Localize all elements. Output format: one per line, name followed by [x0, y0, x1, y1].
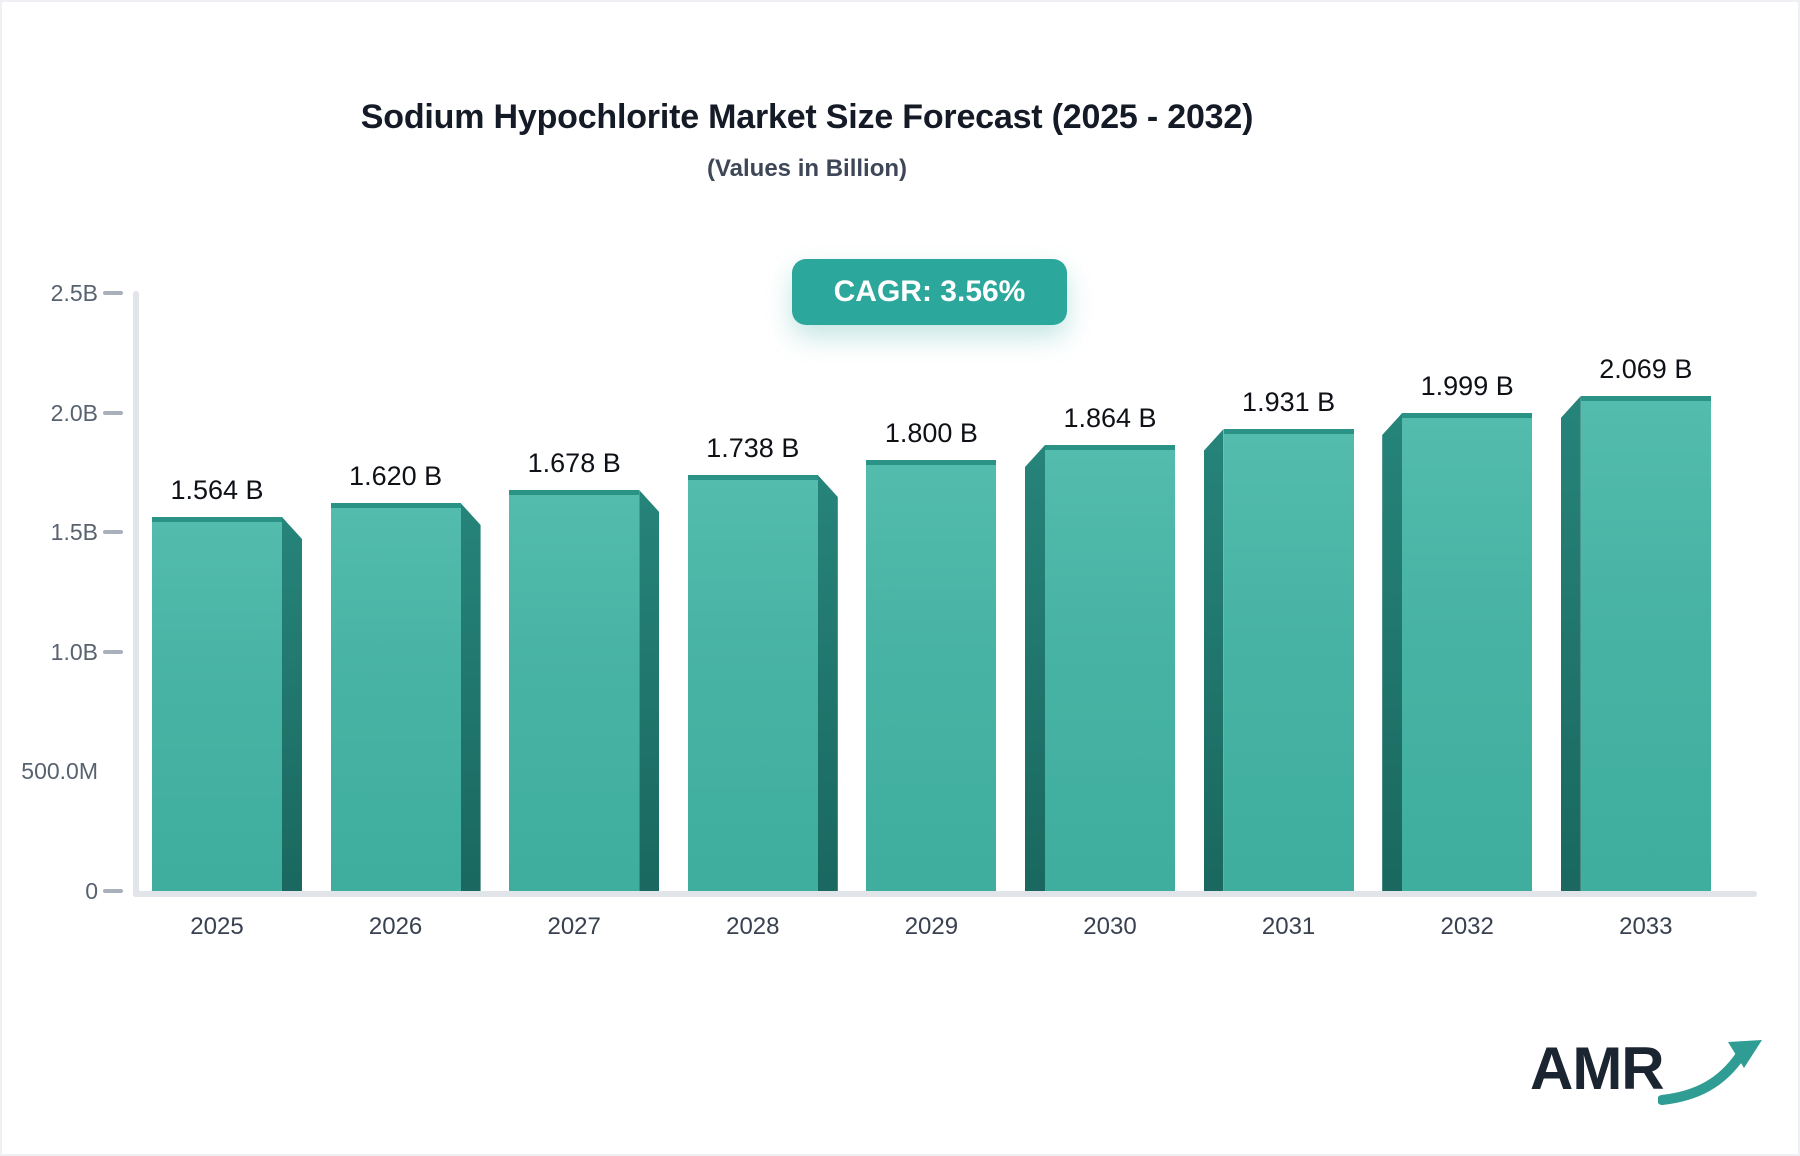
title-block: Sodium Hypochlorite Market Size Forecast…	[2, 98, 1612, 183]
bar-top-edge	[687, 475, 818, 480]
bar-value-label: 1.738 B	[706, 433, 800, 463]
x-axis-label-2025: 2025	[190, 913, 244, 940]
bar-value-label: 1.564 B	[170, 475, 264, 505]
bar-2030	[1045, 445, 1175, 891]
y-axis-tick-label: 500.0M	[21, 758, 98, 785]
bar-value-label: 2.069 B	[1599, 354, 1693, 384]
y-axis-tick-mark	[103, 889, 123, 893]
bar-value-label: 1.931 B	[1242, 387, 1336, 417]
y-axis-tick-label: 0	[85, 878, 98, 904]
bar-top-edge	[509, 490, 640, 495]
bar-value-label: 1.999 B	[1420, 371, 1514, 401]
bar-2029	[866, 460, 997, 891]
bar-3d-side	[1025, 445, 1045, 891]
bar-3d-side	[1203, 429, 1224, 891]
bar-value-label: 1.620 B	[349, 461, 443, 491]
cagr-badge: CAGR: 3.56%	[792, 259, 1067, 325]
x-axis-label-2032: 2032	[1440, 913, 1494, 940]
y-axis-tick-mark	[103, 410, 123, 415]
bar-2032	[1402, 413, 1533, 891]
amr-logo-text: AMR	[1530, 1035, 1665, 1102]
bar-value-label: 1.678 B	[527, 448, 621, 478]
x-axis-label-2029: 2029	[904, 913, 959, 940]
bar-top-edge	[1045, 445, 1175, 450]
bar-3d-side	[460, 503, 481, 891]
bar-3d-side	[1382, 413, 1403, 891]
bar-2033	[1580, 396, 1711, 891]
x-axis-label-2031: 2031	[1261, 913, 1316, 940]
bar-3d-side	[1560, 396, 1581, 891]
x-axis-label-2027: 2027	[547, 913, 601, 940]
x-axis-label-2033: 2033	[1619, 913, 1673, 940]
page-subtitle: (Values in Billion)	[706, 155, 908, 182]
bar-value-label: 1.800 B	[884, 418, 978, 448]
bar-top-edge	[1223, 429, 1354, 434]
y-axis-tick-mark	[103, 649, 123, 654]
bar-3d-side	[282, 517, 302, 891]
y-axis-tick-label: 1.5B	[50, 519, 98, 546]
y-axis-tick-label: 2.0B	[50, 399, 98, 426]
y-axis-tick-label: 1.0B	[50, 638, 98, 665]
x-axis-line	[133, 891, 1757, 897]
bar-2025	[152, 517, 282, 891]
bar-top-edge	[330, 503, 461, 508]
bar-top-edge	[1580, 396, 1711, 401]
x-axis-label-2030: 2030	[1083, 913, 1137, 940]
bar-2026	[330, 503, 461, 891]
y-axis-line	[133, 291, 139, 897]
bar-2027	[509, 490, 640, 891]
amr-logo: AMR	[1530, 1034, 1762, 1124]
bar-2031	[1223, 429, 1354, 891]
bar-top-edge	[1402, 413, 1533, 418]
y-axis-tick-mark	[103, 291, 123, 295]
x-axis-label-2026: 2026	[368, 913, 423, 940]
bar-2028	[687, 475, 818, 891]
bar-top-edge	[152, 517, 282, 522]
x-axis-label-2028: 2028	[726, 913, 780, 940]
page-title: Sodium Hypochlorite Market Size Forecast…	[360, 98, 1254, 136]
bar-3d-side	[817, 475, 838, 891]
y-axis-tick-mark	[103, 530, 123, 535]
growth-arrow-icon	[1658, 1040, 1762, 1105]
y-axis-tick-label: 2.5B	[50, 280, 98, 306]
bar-3d-side	[639, 490, 660, 891]
bar-value-label: 1.864 B	[1063, 403, 1157, 433]
bar-top-edge	[866, 460, 997, 465]
